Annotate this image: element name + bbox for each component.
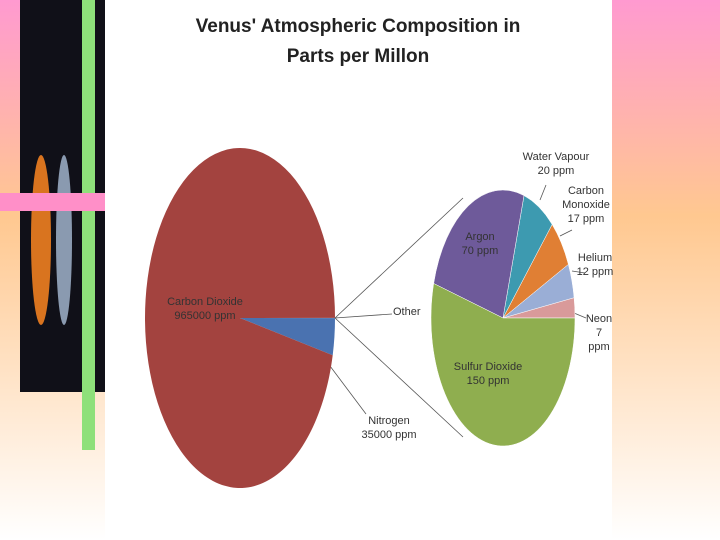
label-line: Helium: [577, 252, 613, 264]
data-label: Carbon Dioxide 965000 ppm: [150, 295, 260, 323]
pie-slice: [240, 318, 335, 356]
data-label: Water Vapour 20 ppm: [516, 150, 596, 178]
data-label: Helium 12 ppm: [575, 251, 615, 279]
label-line: Neon: [585, 313, 613, 325]
label-line: Sulfur Dioxide: [453, 361, 523, 373]
label-line: 12 ppm: [576, 266, 614, 278]
green-bar: [82, 0, 95, 450]
label-line: 965000 ppm: [174, 310, 236, 322]
pie-slice: [430, 283, 576, 447]
label-line: 150 ppm: [466, 375, 510, 387]
leader-line: [573, 312, 587, 319]
label-line: Nitrogen: [368, 415, 410, 427]
leader-line: [334, 313, 393, 319]
connector-line: [334, 317, 464, 438]
label-line: Carbon Monoxide: [562, 185, 610, 211]
label-line: 70 ppm: [461, 245, 499, 257]
label-line: 17 ppm: [567, 213, 605, 225]
label-line: 20 ppm: [537, 165, 575, 177]
data-label: Nitrogen 35000 ppm: [344, 414, 434, 442]
pink-bar: [0, 193, 105, 211]
other-label: Other: [393, 306, 421, 318]
pie-slice: [433, 189, 525, 319]
data-label: Neon 7 ppm: [584, 312, 614, 354]
label-line: 7 ppm: [588, 327, 610, 353]
connector-line: [334, 197, 464, 319]
pie-slice: [145, 147, 335, 488]
chart-title: Venus' Atmospheric Composition in Parts …: [195, 16, 521, 67]
data-label: Carbon Monoxide 17 ppm: [556, 184, 616, 226]
leader-line: [571, 270, 586, 274]
label-line: Argon: [465, 231, 495, 243]
leader-line: [559, 229, 573, 237]
label-line: Water Vapour: [522, 151, 590, 163]
data-label: Argon 70 ppm: [450, 230, 510, 258]
label-line: Carbon Dioxide: [167, 296, 243, 308]
data-label: Sulfur Dioxide 150 ppm: [443, 360, 533, 388]
leader-line: [539, 184, 547, 201]
label-line: 35000 ppm: [361, 429, 417, 441]
